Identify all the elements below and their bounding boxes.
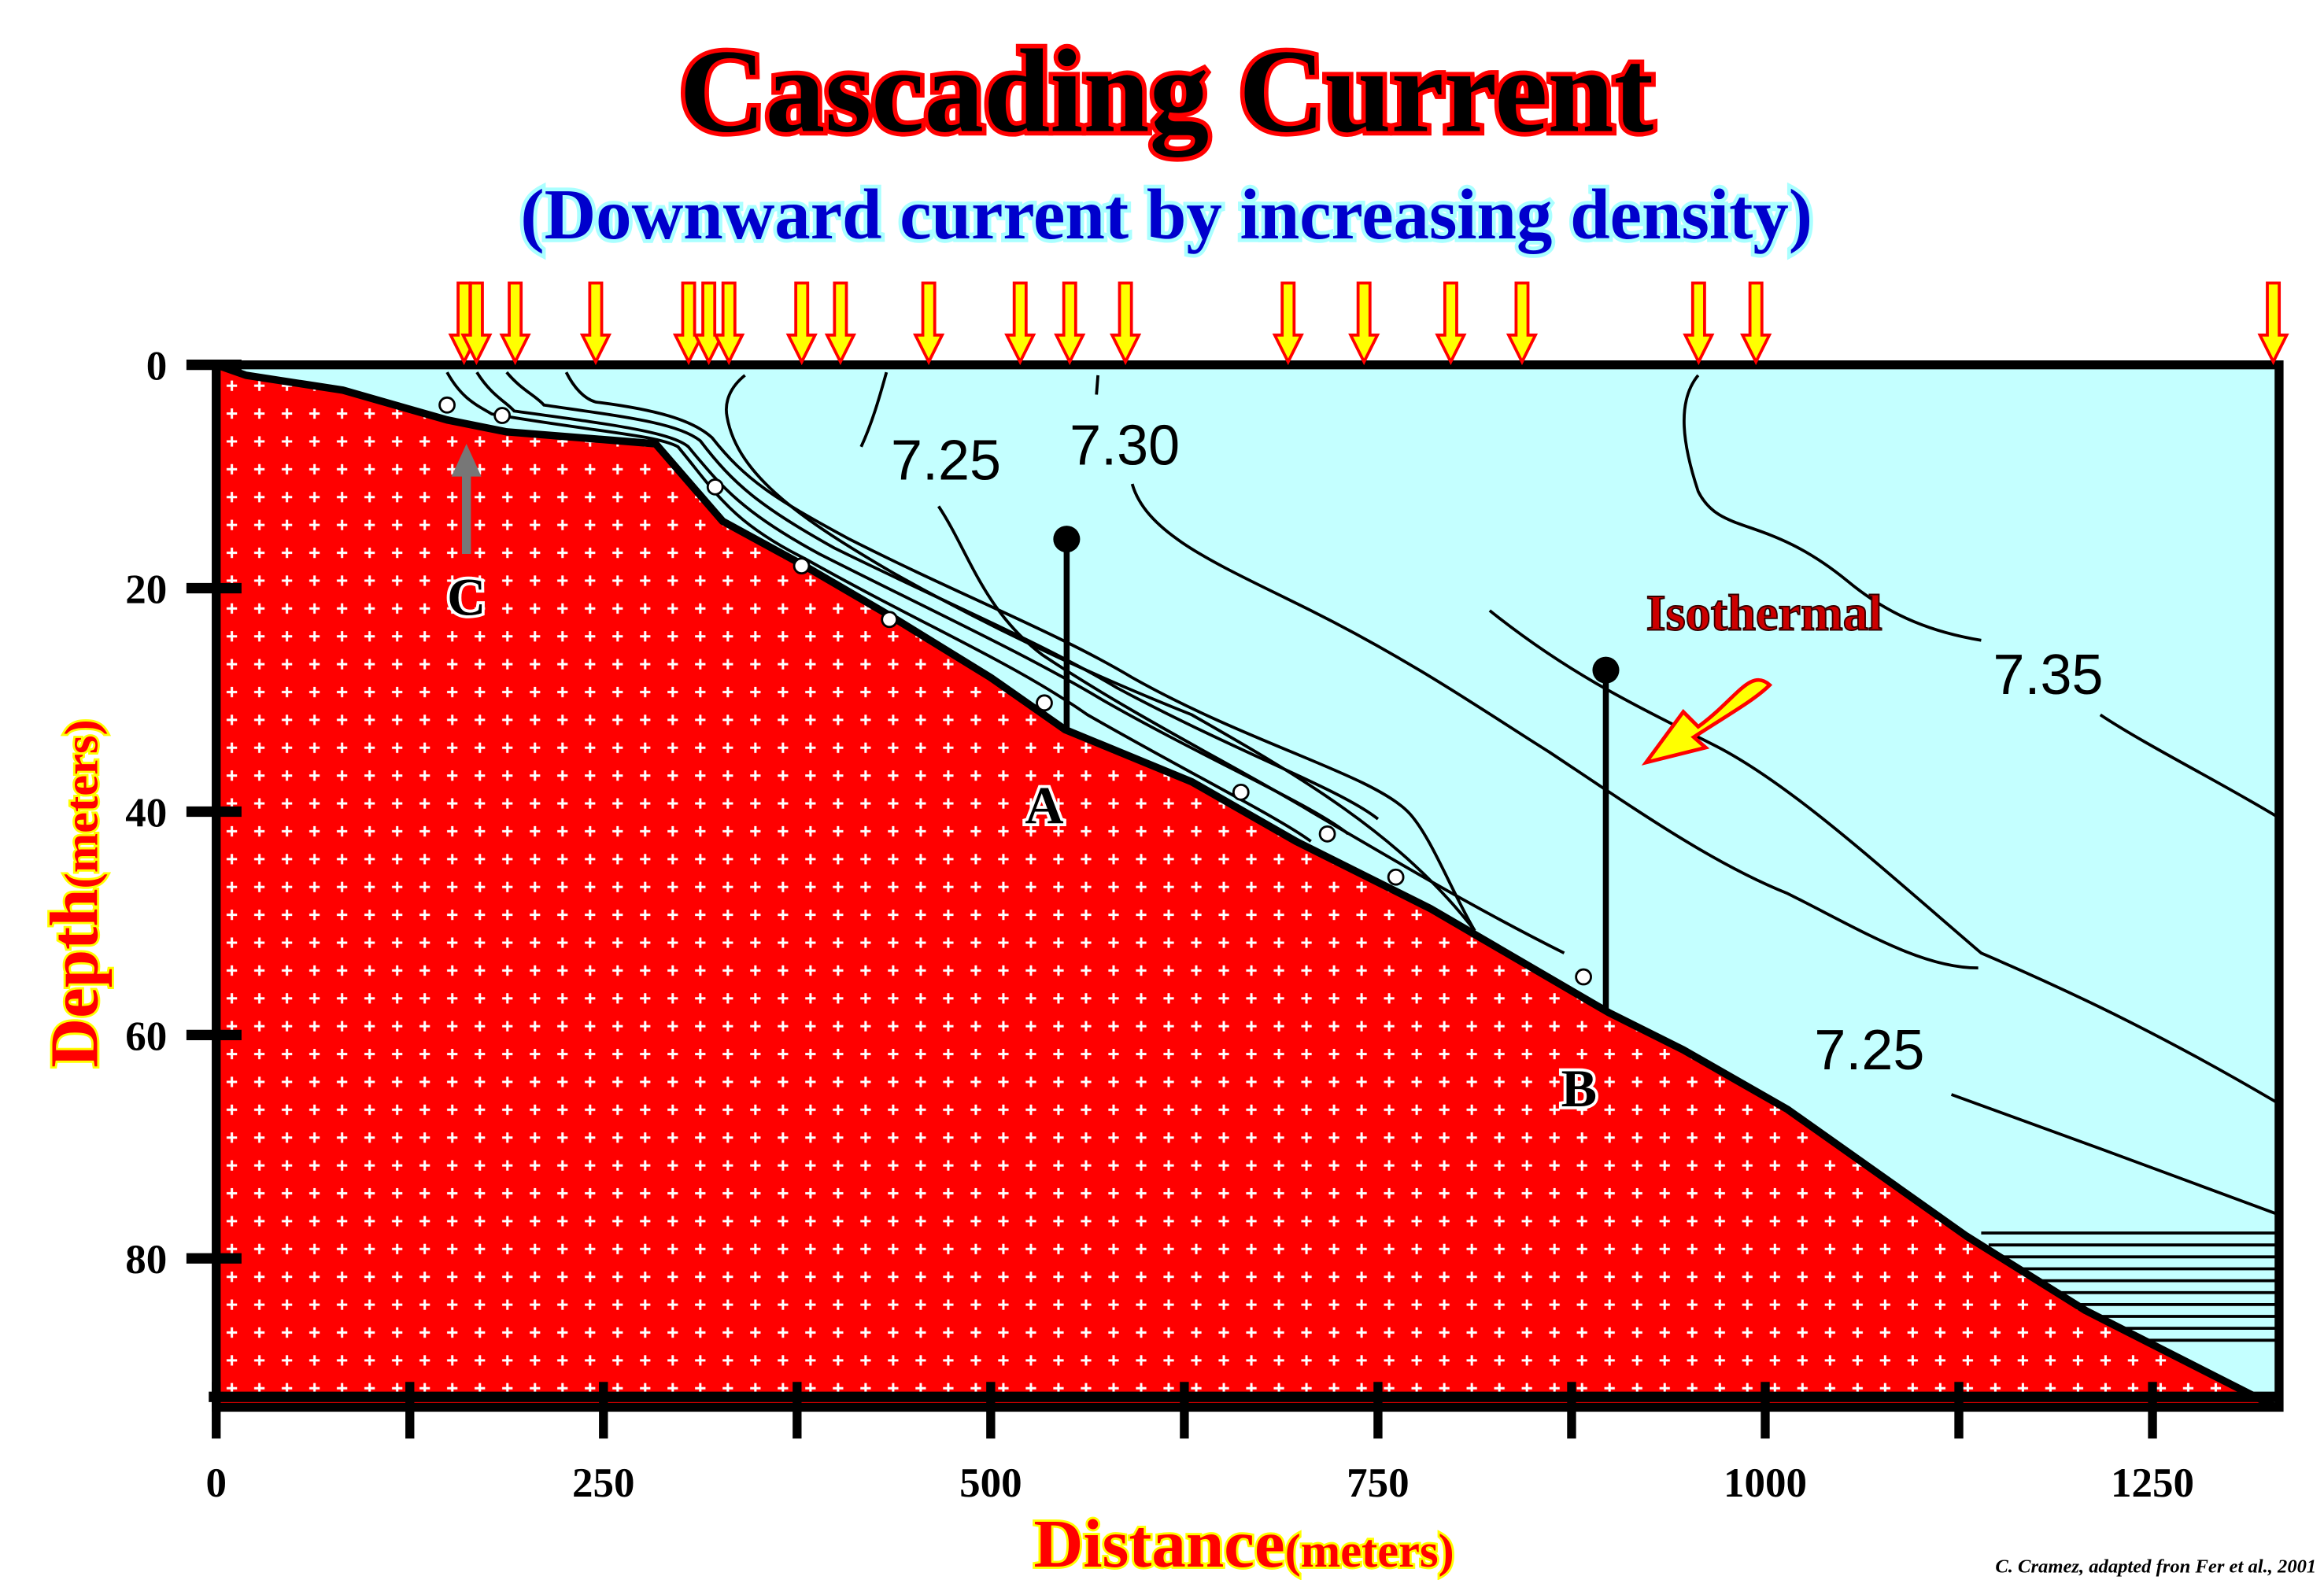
y-tick-label: 60 (125, 1013, 167, 1059)
x-tick-label: 1000 (1724, 1460, 1807, 1506)
page-subtitle: (Downward current by increasing density) (520, 175, 1812, 254)
y-axis-unit: (meters) (55, 719, 108, 888)
isotherm-contours (445, 371, 2278, 1342)
isotherm-label: 7.25 (1814, 1019, 1924, 1082)
down-arrow-icon (1054, 281, 1086, 366)
isotherm-label: 7.25 (891, 429, 1001, 492)
x-tick-label: 250 (572, 1460, 634, 1506)
isotherm-label: 7.35 (1993, 644, 2104, 707)
down-arrow-icon (460, 281, 493, 366)
mooring-a (1053, 526, 1081, 730)
isotherm-label: 7.30 (1070, 414, 1180, 477)
y-axis-label: Depth (35, 888, 112, 1067)
mooring-b (1592, 656, 1620, 1013)
y-tick-label: 20 (125, 567, 167, 612)
point-label-c: C (447, 567, 486, 627)
measurement-stations (438, 396, 1592, 986)
y-axis-title: Depth(meters) (35, 719, 112, 1067)
x-axis: 0 250 500 750 1000 1250 (205, 1382, 2279, 1506)
down-arrow-icon (672, 281, 705, 366)
y-tick-label: 80 (125, 1237, 167, 1283)
x-axis-title: Distance(meters) (1033, 1505, 1454, 1580)
plot-frame (212, 360, 2284, 1412)
y-tick-label: 0 (146, 344, 168, 389)
down-arrow-icon (2257, 281, 2289, 366)
down-arrow-icon (499, 281, 531, 366)
down-arrow-icon (579, 281, 612, 366)
point-label-a: A (1025, 776, 1063, 836)
x-axis-label: Distance (1033, 1505, 1284, 1580)
down-arrow-icon (1004, 281, 1036, 366)
isothermal-label: Isothermal (1646, 585, 1882, 641)
down-arrow-icon (1348, 281, 1380, 366)
down-arrow-icon (824, 281, 857, 366)
down-arrow-icon (693, 281, 725, 366)
down-arrow-icon (1506, 281, 1539, 366)
x-tick-label: 1250 (2111, 1460, 2194, 1506)
y-tick-label: 40 (125, 790, 167, 836)
x-tick-label: 0 (205, 1460, 227, 1506)
down-arrow-icon (1435, 281, 1467, 366)
credit: C. Cramez, adapted fron Fer et al., 2001 (1995, 1556, 2316, 1578)
y-axis: 0 20 40 60 80 (125, 344, 242, 1283)
x-tick-label: 500 (959, 1460, 1022, 1506)
page-title: Cascading Current (679, 25, 1653, 157)
seafloor (212, 360, 2280, 1412)
x-tick-label: 750 (1347, 1460, 1409, 1506)
x-axis-unit: (meters) (1285, 1525, 1454, 1578)
isothermal-arrow-icon (1641, 677, 1773, 766)
upward-arrow-icon (451, 443, 482, 555)
down-arrow-icon (1272, 281, 1304, 366)
down-arrow-icon (785, 281, 818, 366)
surface-arrows (448, 281, 2289, 366)
down-arrow-icon (1740, 281, 1772, 366)
down-arrow-icon (913, 281, 945, 366)
point-label-b: B (1561, 1058, 1597, 1118)
down-arrow-icon (1109, 281, 1142, 366)
down-arrow-icon (713, 281, 745, 366)
down-arrow-icon (1683, 281, 1715, 366)
